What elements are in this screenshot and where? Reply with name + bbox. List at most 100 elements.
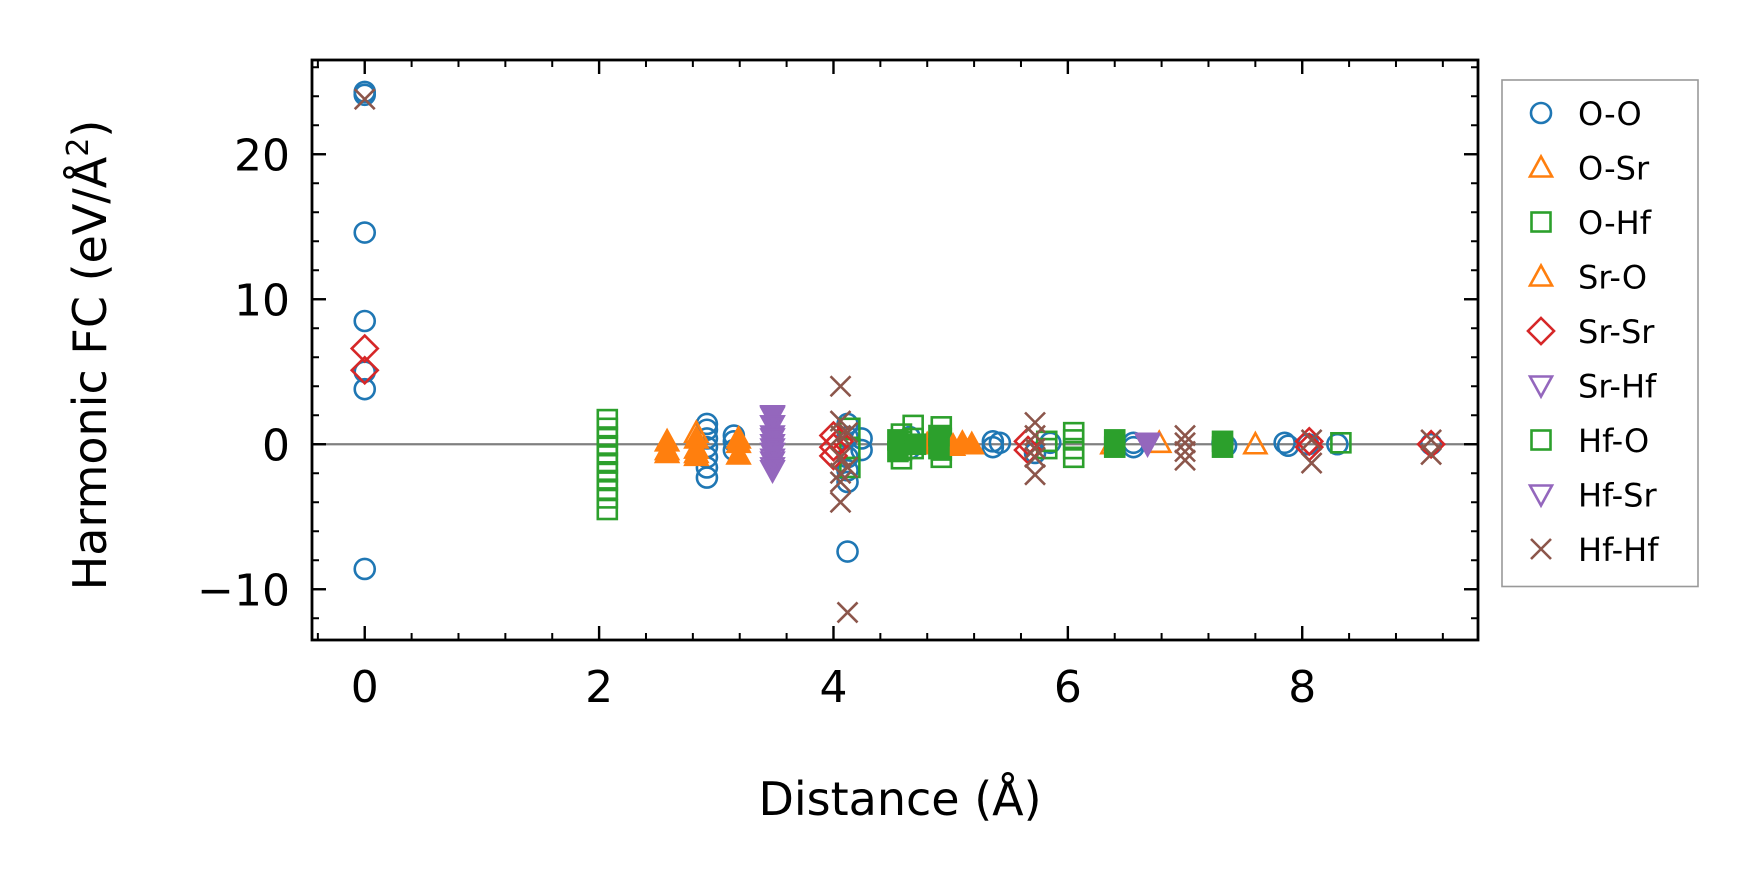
data-point [353,377,377,401]
legend-label: O-Sr [1578,150,1650,188]
data-point [1174,449,1196,472]
series-hf-sr [759,404,1161,482]
data-point [1024,463,1046,486]
legend-marker [1530,211,1552,233]
legend-label: O-O [1578,95,1642,133]
plot-area [312,80,1478,624]
legend: O-O O-Sr O-Hf Sr-O Sr-Sr Sr-Hf Hf-O Hf-Sr Hf-Hf [1501,79,1699,588]
data-point [596,487,619,509]
data-point [353,221,377,244]
data-point [836,601,859,624]
legend-marker [1527,484,1555,509]
legend-label: O-Hf [1578,204,1652,242]
data-point [988,431,1012,455]
x-tick-label: 2 [585,662,613,713]
data-point [596,498,619,521]
data-point [349,355,380,386]
y-tick-label: 20 [234,130,290,181]
data-point [353,557,377,581]
legend-entry: Hf-Hf [1530,531,1659,569]
data-point [1103,436,1126,458]
legend-entry: O-Hf [1530,204,1652,242]
data-point [850,438,873,462]
data-point [1211,436,1234,458]
data-point [887,440,909,463]
legend-marker [1527,262,1555,287]
data-point [904,433,927,456]
data-point [839,456,861,479]
legend-marker [1529,101,1553,125]
data-point [725,440,752,465]
legend-label: Sr-Sr [1578,313,1655,351]
data-point [829,375,852,398]
legend-marker [1527,153,1555,178]
data-point [829,424,852,447]
data-point [1242,430,1269,455]
legend-entry: O-Sr [1527,150,1650,188]
data-point [829,471,852,493]
data-point [1174,424,1196,447]
data-point [928,437,950,460]
legend-marker [1527,375,1555,400]
data-point [349,333,380,364]
data-point [1035,437,1058,460]
data-point [958,430,985,455]
data-point [1174,431,1196,454]
data-point [353,88,376,111]
x-tick-label: 4 [819,662,847,713]
axes: 0 2 4 6 8 −10 0 10 20 [197,58,1480,713]
legend-entry: Hf-Sr [1527,477,1657,515]
data-point [1420,443,1443,466]
data-points [349,80,1446,624]
legend-entry: Sr-O [1527,259,1647,297]
legend-marker [1530,538,1552,560]
x-axis-label: Distance (Å) [758,772,1041,826]
legend-label: Sr-Hf [1578,368,1657,406]
data-point [836,470,859,494]
data-point [695,466,719,489]
data-point [1134,432,1161,457]
data-point [1174,440,1196,463]
data-point [1330,431,1352,454]
legend-label: Hf-Sr [1578,477,1657,515]
legend-label: Hf-O [1578,422,1649,460]
series-o-hf [596,408,1352,521]
data-point [1062,446,1085,469]
data-point [1300,428,1323,451]
data-point [759,457,786,482]
legend-marker [1530,429,1552,451]
legend-entry: Hf-O [1530,422,1649,460]
data-point [818,432,849,462]
x-tick-label: 0 [351,662,379,713]
data-point [683,442,710,467]
y-axis-label: Harmonic FC (eV/Å2) [61,120,117,591]
series-o-o [353,80,1443,581]
legend-label: Hf-Hf [1578,531,1659,569]
data-point [836,456,859,479]
data-point [829,446,852,469]
legend-entry: Sr-Hf [1527,368,1657,406]
series-sr-o [653,424,985,467]
data-point [353,83,377,107]
y-tick-label: 10 [234,275,290,326]
y-axis-label-main: Harmonic FC (eV/Å [63,156,117,590]
series-hf-o [887,424,1234,463]
x-tick-label: 6 [1054,662,1082,713]
legend-box [1501,79,1699,588]
data-point [1024,446,1046,469]
legend-label: Sr-O [1578,259,1647,297]
y-axis-label-superscript: 2 [61,138,96,157]
plot-frame [310,58,1480,642]
y-tick-label: 0 [262,420,290,471]
data-point [1294,426,1325,457]
data-point [829,491,852,514]
data-point [1024,437,1046,460]
data-point [353,309,377,333]
legend-entry: Sr-Sr [1526,313,1655,351]
data-point [1300,452,1323,475]
data-point [653,439,681,464]
legend-entry: O-O [1529,95,1642,133]
series-hf-hf [353,88,1443,624]
